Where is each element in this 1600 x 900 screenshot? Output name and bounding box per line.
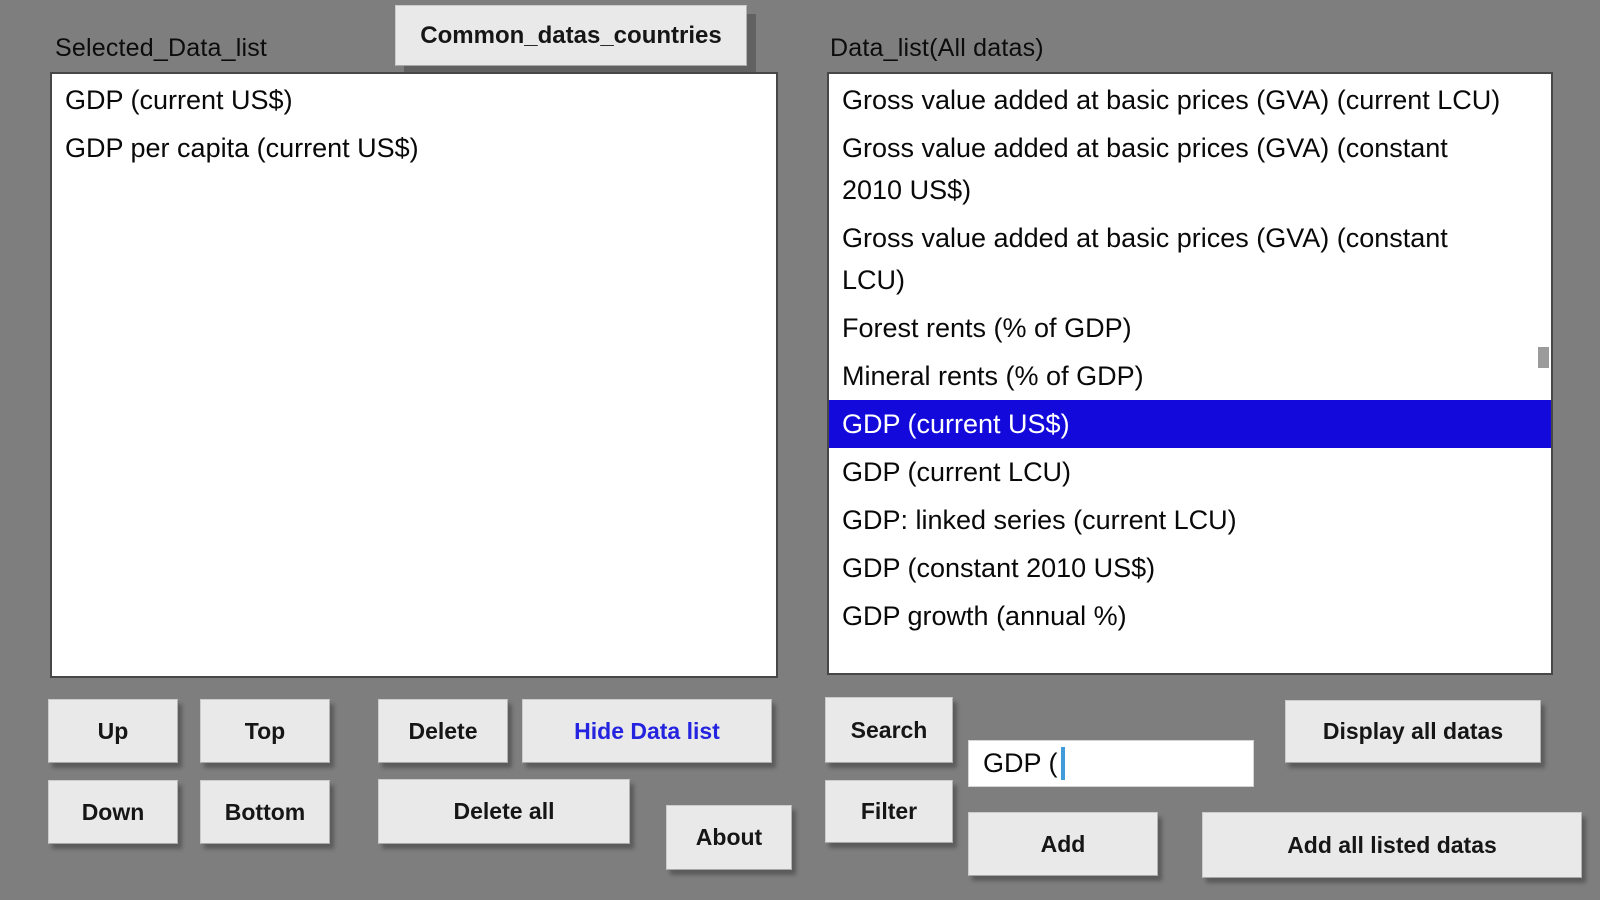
hide-data-list-button[interactable]: Hide Data list bbox=[522, 699, 772, 763]
list-item[interactable]: GDP (current US$) bbox=[65, 85, 293, 115]
all-data-list[interactable]: Gross value added at basic prices (GVA) … bbox=[827, 72, 1553, 675]
search-input[interactable]: GDP ( bbox=[968, 740, 1254, 787]
text-cursor bbox=[1060, 747, 1065, 780]
list-item[interactable]: GDP (constant 2010 US$) bbox=[842, 553, 1156, 583]
list-item[interactable]: Gross value added at basic prices (GVA) … bbox=[842, 85, 1501, 115]
selected-data-list[interactable]: GDP (current US$) GDP per capita (current… bbox=[50, 72, 778, 678]
list-item[interactable]: Gross value added at basic prices (GVA) … bbox=[842, 133, 1448, 205]
scrollbar-thumb[interactable] bbox=[1538, 347, 1549, 368]
list-item[interactable]: GDP growth (annual %) bbox=[842, 601, 1127, 631]
delete-all-button[interactable]: Delete all bbox=[378, 779, 630, 844]
delete-button[interactable]: Delete bbox=[378, 699, 508, 763]
add-button[interactable]: Add bbox=[968, 812, 1158, 876]
top-button[interactable]: Top bbox=[200, 699, 330, 763]
list-item[interactable]: GDP: linked series (current LCU) bbox=[842, 505, 1237, 535]
list-item[interactable]: Mineral rents (% of GDP) bbox=[842, 361, 1144, 391]
list-item[interactable]: GDP (current US$) bbox=[829, 400, 1551, 448]
list-item[interactable]: Forest rents (% of GDP) bbox=[842, 313, 1132, 343]
data-list-label: Data_list(All datas) bbox=[830, 34, 1044, 62]
up-button[interactable]: Up bbox=[48, 699, 178, 763]
list-item[interactable]: Gross value added at basic prices (GVA) … bbox=[842, 223, 1448, 295]
list-item[interactable]: GDP (current LCU) bbox=[842, 457, 1072, 487]
filter-button[interactable]: Filter bbox=[825, 780, 953, 843]
bottom-button[interactable]: Bottom bbox=[200, 780, 330, 844]
all-data-items: Gross value added at basic prices (GVA) … bbox=[829, 74, 1551, 640]
common-datas-countries-button[interactable]: Common_datas_countries bbox=[395, 5, 747, 66]
search-button[interactable]: Search bbox=[825, 697, 953, 763]
list-item[interactable]: GDP per capita (current US$) bbox=[65, 133, 419, 163]
down-button[interactable]: Down bbox=[48, 780, 178, 844]
add-all-listed-datas-button[interactable]: Add all listed datas bbox=[1202, 812, 1582, 878]
about-button[interactable]: About bbox=[666, 805, 792, 870]
selected-data-items: GDP (current US$) GDP per capita (current… bbox=[52, 74, 776, 172]
selected-data-list-label: Selected_Data_list bbox=[55, 34, 268, 62]
search-input-value: GDP ( bbox=[983, 748, 1058, 778]
display-all-datas-button[interactable]: Display all datas bbox=[1285, 700, 1541, 763]
